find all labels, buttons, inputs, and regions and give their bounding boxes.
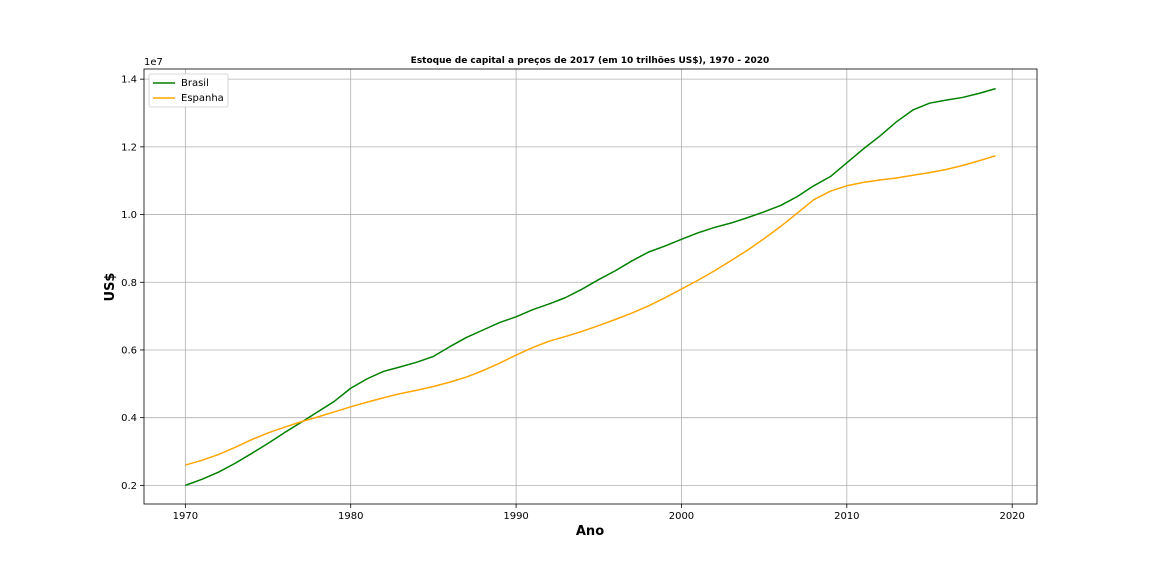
series-line-espanha: [185, 154, 996, 466]
y-tick-label: 1.4: [121, 75, 137, 86]
y-axis-label: US$: [103, 273, 118, 302]
y-tick-label: 0.2: [121, 481, 137, 492]
series-lines: [185, 87, 996, 487]
y-tick-label: 0.4: [121, 413, 137, 424]
x-tick-label: 2010: [834, 511, 859, 522]
x-axis: 1970 1980 1990 2000 2010 2020: [173, 504, 1025, 522]
y-offset-text: 1e7: [144, 57, 163, 68]
x-tick-label: 1990: [503, 511, 528, 522]
y-tick-label: 1.0: [121, 210, 137, 221]
x-tick-label: 1970: [173, 511, 198, 522]
legend-label-espanha: Espanha: [181, 93, 224, 104]
legend: Brasil Espanha: [148, 73, 229, 108]
x-tick-label: 2020: [999, 511, 1024, 522]
x-tick-label: 2000: [669, 511, 694, 522]
legend-label-brasil: Brasil: [181, 78, 209, 89]
x-axis-label: Ano: [576, 524, 604, 539]
series-line-brasil: [185, 87, 996, 487]
plot-area: [143, 68, 1038, 505]
y-tick-label: 0.8: [121, 278, 137, 289]
x-tick-label: 1980: [338, 511, 363, 522]
y-axis: 0.2 0.4 0.6 0.8 1.0 1.2 1.4: [121, 75, 144, 492]
y-tick-label: 1.2: [121, 142, 137, 153]
chart-title: Estoque de capital a preços de 2017 (em …: [411, 56, 770, 66]
y-tick-label: 0.6: [121, 345, 137, 356]
grid: [144, 69, 1037, 504]
